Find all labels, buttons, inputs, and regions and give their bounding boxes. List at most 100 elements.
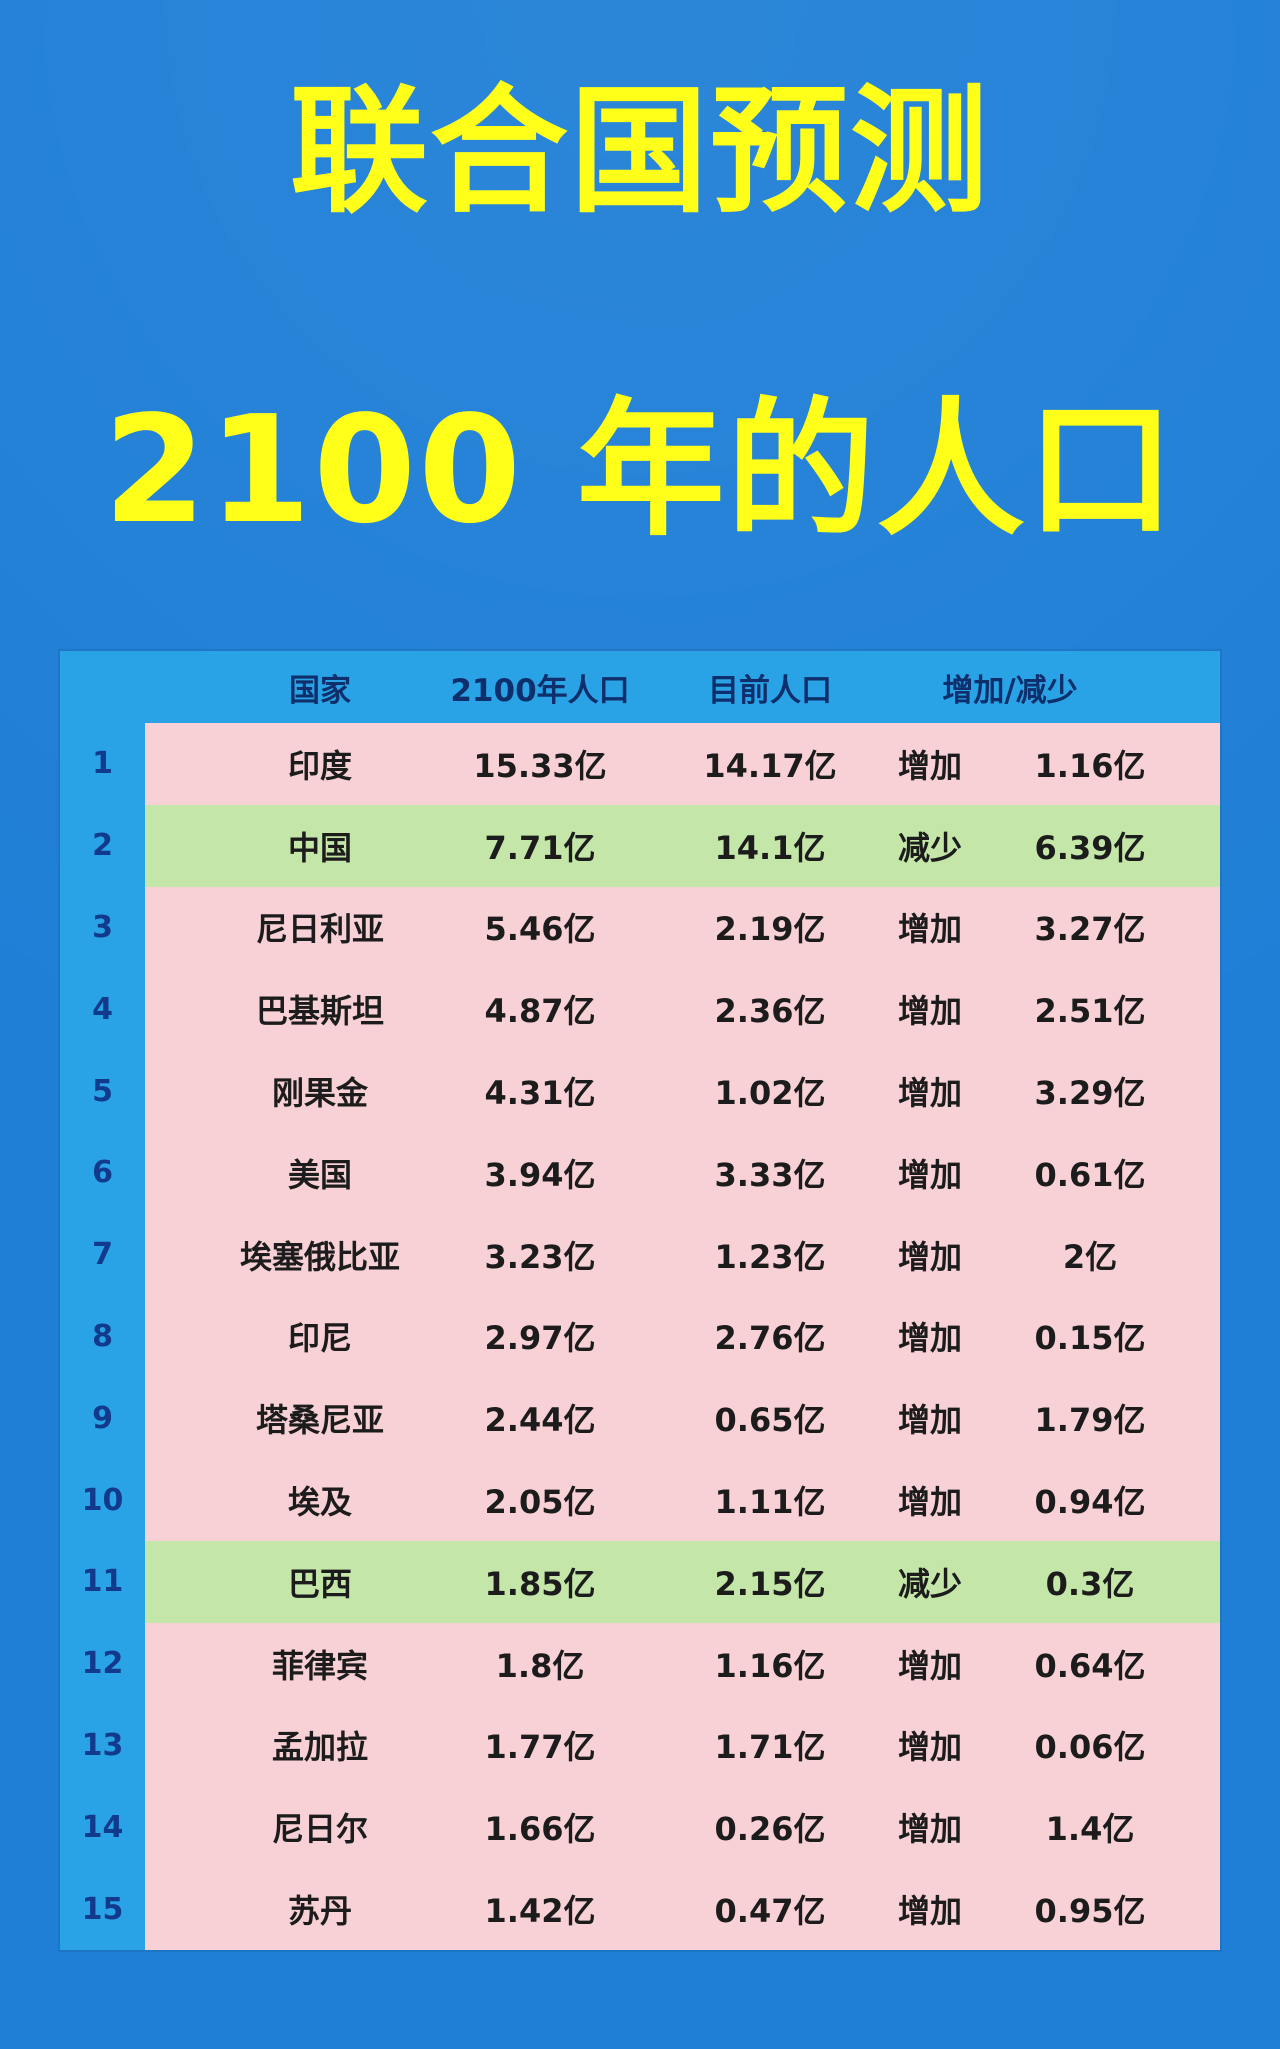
row-change-amount: 1.4亿 <box>1045 1810 1135 1849</box>
title-line-1: 联合国预测 <box>289 71 990 232</box>
table-row: 14 尼日尔 1.66亿 0.26亿 增加 1.4亿 <box>60 1786 1220 1869</box>
row-pop-2100: 1.42亿 <box>484 1892 596 1931</box>
row-change-label: 增加 <box>897 746 962 785</box>
row-country: 印度 <box>287 746 352 785</box>
table-row: 9 塔桑尼亚 2.44亿 0.65亿 增加 1.79亿 <box>60 1377 1220 1460</box>
row-pop-2100: 15.33亿 <box>473 746 607 785</box>
table-row: 8 印尼 2.97亿 2.76亿 增加 0.15亿 <box>60 1295 1220 1378</box>
row-rank: 10 <box>81 1482 124 1518</box>
row-rank: 11 <box>81 1564 124 1600</box>
row-pop-now: 1.11亿 <box>714 1483 826 1522</box>
row-change-amount: 0.94亿 <box>1034 1483 1146 1522</box>
row-change-amount: 6.39亿 <box>1034 828 1146 867</box>
row-change-amount: 1.16亿 <box>1034 746 1146 785</box>
row-pop-now: 14.1亿 <box>714 828 826 867</box>
row-pop-2100: 3.23亿 <box>484 1237 596 1276</box>
row-background <box>145 1868 1220 1950</box>
row-pop-2100: 4.31亿 <box>484 1074 596 1113</box>
row-country: 中国 <box>287 828 352 867</box>
row-rank: 15 <box>81 1891 124 1927</box>
row-change-amount: 3.29亿 <box>1034 1074 1146 1113</box>
row-pop-2100: 2.44亿 <box>484 1401 596 1440</box>
table-row: 2 中国 7.71亿 14.1亿 减少 6.39亿 <box>60 804 1220 887</box>
row-background <box>145 1295 1220 1378</box>
row-change-label: 增加 <box>897 1892 962 1931</box>
header-pop-2100: 2100年人口 <box>450 672 630 709</box>
row-background <box>145 1540 1220 1623</box>
row-pop-2100: 1.8亿 <box>495 1646 585 1685</box>
row-country: 苏丹 <box>287 1892 352 1931</box>
row-change-amount: 2.51亿 <box>1034 992 1146 1031</box>
row-country: 印尼 <box>287 1319 352 1358</box>
row-pop-now: 2.36亿 <box>714 992 826 1031</box>
title-line-2: 2100 年的人口 <box>103 384 1177 556</box>
header-country: 国家 <box>289 672 351 709</box>
row-pop-now: 1.02亿 <box>714 1074 826 1113</box>
row-country: 巴基斯坦 <box>255 992 384 1031</box>
row-background <box>145 968 1220 1051</box>
table-row: 12 菲律宾 1.8亿 1.16亿 增加 0.64亿 <box>60 1622 1220 1705</box>
table-row: 3 尼日利亚 5.46亿 2.19亿 增加 3.27亿 <box>60 886 1220 969</box>
row-country: 菲律宾 <box>271 1646 368 1685</box>
table-header: 国家 2100年人口 目前人口 增加/减少 <box>60 651 1220 723</box>
row-change-amount: 2亿 <box>1062 1237 1118 1276</box>
row-country: 尼日利亚 <box>255 910 384 949</box>
row-change-label: 减少 <box>897 1564 962 1603</box>
row-pop-now: 0.47亿 <box>714 1892 826 1931</box>
row-pop-now: 2.76亿 <box>714 1319 826 1358</box>
row-rank: 3 <box>92 909 113 945</box>
row-change-label: 增加 <box>897 1074 962 1113</box>
row-country: 孟加拉 <box>271 1728 368 1767</box>
row-background <box>145 886 1220 969</box>
row-pop-2100: 1.77亿 <box>484 1728 596 1767</box>
row-change-label: 增加 <box>897 1401 962 1440</box>
row-change-label: 增加 <box>897 910 962 949</box>
row-change-label: 增加 <box>897 1483 962 1522</box>
row-pop-now: 14.17亿 <box>703 746 837 785</box>
row-change-amount: 0.15亿 <box>1034 1319 1146 1358</box>
row-rank: 4 <box>92 991 113 1027</box>
row-change-amount: 0.3亿 <box>1045 1564 1135 1603</box>
row-background <box>145 1786 1220 1869</box>
row-pop-2100: 1.66亿 <box>484 1810 596 1849</box>
row-pop-2100: 2.97亿 <box>484 1319 596 1358</box>
row-rank: 8 <box>92 1318 113 1354</box>
row-change-label: 增加 <box>897 1319 962 1358</box>
table-row: 7 埃塞俄比亚 3.23亿 1.23亿 增加 2亿 <box>60 1213 1220 1296</box>
row-background <box>145 1050 1220 1132</box>
row-background <box>145 1704 1220 1787</box>
table-row: 1 印度 15.33亿 14.17亿 增加 1.16亿 <box>60 723 1220 805</box>
row-change-label: 增加 <box>897 1646 962 1685</box>
table-row: 15 苏丹 1.42亿 0.47亿 增加 0.95亿 <box>60 1868 1220 1950</box>
row-pop-now: 1.23亿 <box>714 1237 826 1276</box>
row-background <box>145 1131 1220 1214</box>
row-change-amount: 1.79亿 <box>1034 1401 1146 1440</box>
row-country: 巴西 <box>287 1564 352 1603</box>
row-change-amount: 0.61亿 <box>1034 1155 1146 1194</box>
header-pop-now: 目前人口 <box>708 672 832 709</box>
row-rank: 13 <box>81 1727 124 1763</box>
row-pop-now: 0.65亿 <box>714 1401 826 1440</box>
row-change-amount: 3.27亿 <box>1034 910 1146 949</box>
row-country: 埃塞俄比亚 <box>239 1237 400 1276</box>
row-country: 埃及 <box>287 1483 352 1522</box>
row-background <box>145 1622 1220 1705</box>
row-rank: 7 <box>92 1237 113 1273</box>
row-pop-now: 3.33亿 <box>714 1155 826 1194</box>
row-pop-2100: 3.94亿 <box>484 1155 596 1194</box>
row-pop-now: 2.15亿 <box>714 1564 826 1603</box>
row-change-amount: 0.06亿 <box>1034 1728 1146 1767</box>
row-background <box>145 1213 1220 1296</box>
row-pop-now: 1.16亿 <box>714 1646 826 1685</box>
row-country: 塔桑尼亚 <box>255 1401 384 1440</box>
row-rank: 1 <box>92 746 113 782</box>
table-row: 4 巴基斯坦 4.87亿 2.36亿 增加 2.51亿 <box>60 968 1220 1051</box>
row-background <box>145 1459 1220 1541</box>
table-body: 1 印度 15.33亿 14.17亿 增加 1.16亿 2 中国 7.71亿 14.1亿 减少 6.3… <box>60 723 1220 1950</box>
row-country: 刚果金 <box>271 1074 368 1113</box>
table-row: 13 孟加拉 1.77亿 1.71亿 增加 0.06亿 <box>60 1704 1220 1787</box>
row-pop-2100: 4.87亿 <box>484 992 596 1031</box>
row-rank: 14 <box>81 1809 124 1845</box>
row-pop-now: 2.19亿 <box>714 910 826 949</box>
